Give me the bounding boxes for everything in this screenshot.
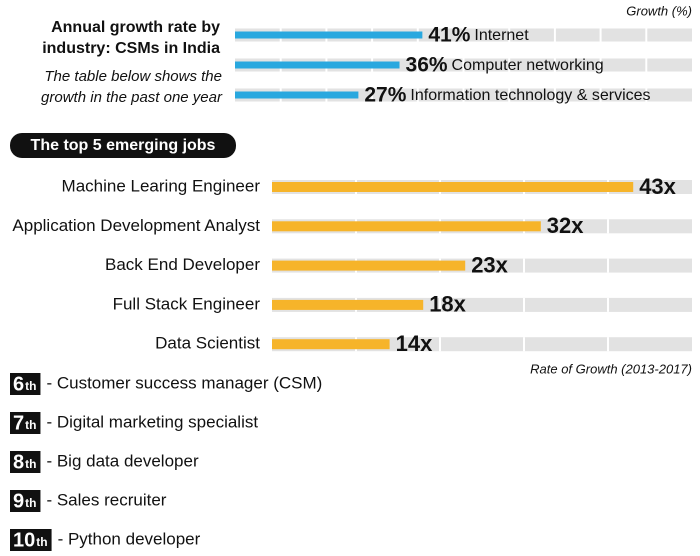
value-label: 41% <box>428 24 470 47</box>
rank-suffix: th <box>25 418 36 432</box>
category-label: Internet <box>474 27 529 44</box>
rank-badge <box>10 529 52 551</box>
axis-label: Growth (%) <box>626 3 692 18</box>
rank-text: - Big data developer <box>46 451 198 470</box>
chart-title: The top 5 emerging jobs <box>31 137 216 154</box>
value-label: 18x <box>429 292 466 317</box>
bar <box>272 299 424 310</box>
rank-suffix: th <box>36 535 47 549</box>
category-label: Full Stack Engineer <box>113 294 261 313</box>
bar <box>272 339 390 350</box>
rank-text: - Digital marketing specialist <box>46 412 258 431</box>
category-label: Application Development Analyst <box>12 216 260 235</box>
rank-number: 10 <box>13 529 35 551</box>
rank-text: - Sales recruiter <box>46 490 166 509</box>
rank-number: 9 <box>13 490 24 512</box>
rank-badge <box>10 490 41 512</box>
rank-text: - Customer success manager (CSM) <box>46 373 322 392</box>
chart-title: Annual growth rate by industry: CSMs in I… <box>42 19 220 57</box>
category-label: Machine Learing Engineer <box>62 176 261 195</box>
category-label: Computer networking <box>452 57 604 74</box>
rank-number: 7 <box>13 412 24 434</box>
bar <box>272 221 541 232</box>
category-label: Information technology & services <box>410 87 650 104</box>
rank-suffix: th <box>25 457 36 471</box>
value-label: 36% <box>406 54 448 77</box>
rank-badge <box>10 451 41 473</box>
value-label: 23x <box>471 252 508 277</box>
rank-text: - Python developer <box>58 529 201 548</box>
rank-number: 8 <box>13 451 24 473</box>
chart-subtitle: The table below shows the growth in the p… <box>41 68 223 106</box>
bar <box>272 182 634 192</box>
rank-suffix: th <box>25 496 36 510</box>
bar <box>235 31 423 39</box>
value-label: 27% <box>364 84 406 107</box>
title-pill <box>10 133 236 158</box>
category-label: Back End Developer <box>105 255 260 274</box>
axis-label: Rate of Growth (2013-2017) <box>530 361 692 376</box>
value-label: 43x <box>639 174 676 199</box>
rank-number: 6 <box>13 373 24 395</box>
rank-badge <box>10 412 41 434</box>
bar <box>272 260 466 271</box>
bar <box>235 91 359 99</box>
value-label: 14x <box>396 331 433 356</box>
bar <box>235 61 400 69</box>
rank-badge <box>10 373 41 395</box>
value-label: 32x <box>547 213 584 238</box>
rank-suffix: th <box>25 379 36 393</box>
category-label: Data Scientist <box>155 334 260 353</box>
